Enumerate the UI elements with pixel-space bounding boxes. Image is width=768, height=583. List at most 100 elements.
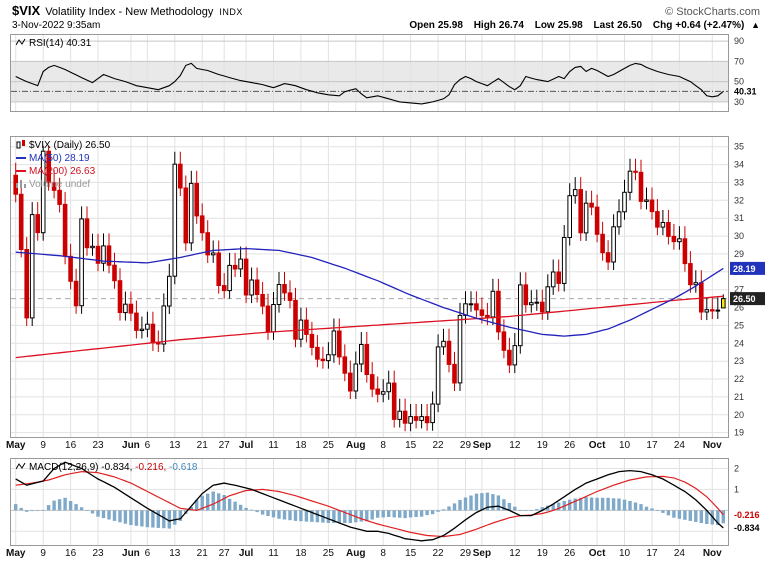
last-label: Last [593, 20, 615, 31]
macd-histogram-bar [633, 502, 638, 511]
macd-histogram-bar [540, 507, 544, 511]
candle [721, 298, 726, 309]
low-label: Low [534, 20, 555, 31]
candle [62, 203, 68, 257]
candle [605, 252, 611, 263]
x-tick-label: 19 [536, 440, 548, 451]
x-tick-label: Aug [346, 548, 366, 559]
candle [194, 182, 199, 217]
candle [51, 182, 57, 191]
candle [589, 202, 594, 208]
macd-histogram-bar [107, 510, 111, 520]
candle [512, 345, 518, 366]
candle [101, 245, 106, 264]
candle [29, 214, 35, 319]
y-axis-label: 33 [734, 178, 744, 188]
macd-histogram-bar [178, 510, 182, 521]
candle [369, 374, 375, 390]
candle [710, 309, 715, 312]
y-axis-label: 30 [734, 97, 744, 107]
candle [556, 271, 562, 284]
x-tick-label: 15 [405, 548, 417, 559]
candle [123, 303, 128, 314]
macd-x-axis: May 9 16 23 Jun 6 13 21 27 Jul 11 18 25 Aug 8 15 22 29 Sep… [6, 548, 758, 561]
candle [178, 163, 183, 189]
macd-histogram-bar [162, 510, 166, 529]
x-tick-label: 12 [509, 548, 521, 559]
x-tick-label: 29 [459, 440, 472, 451]
macd-histogram-bar [600, 497, 605, 511]
candle [594, 206, 600, 235]
x-tick-label: 27 [218, 548, 230, 559]
macd-histogram-bar [101, 510, 106, 519]
candle [188, 182, 194, 244]
macd-histogram-bar [513, 506, 517, 511]
rsi-panel: 90 70 50 30 40.31 [10, 34, 768, 112]
candle [117, 280, 123, 313]
macd-histogram-bar [74, 504, 78, 511]
macd-histogram-bar [85, 510, 89, 511]
x-tick-label: 17 [646, 548, 658, 559]
y-axis-label: 70 [734, 56, 744, 66]
candle [540, 301, 545, 313]
x-tick-label: 18 [295, 548, 307, 559]
candle [402, 410, 408, 424]
last-value: 26.50 [617, 20, 643, 31]
macd-histogram-bar [688, 510, 692, 521]
candle [638, 171, 644, 202]
ma200-legend-label: MA(200) 26.63 [29, 166, 96, 177]
candle [545, 286, 551, 313]
y-axis-label: 22 [734, 374, 744, 384]
macd-histogram-bar [568, 499, 572, 511]
x-tick-label: 9 [40, 440, 46, 451]
y-axis-label: 31 [734, 213, 744, 223]
macd-histogram-bar [365, 510, 369, 522]
candle [216, 252, 221, 286]
x-tick-label: 6 [144, 548, 151, 559]
rsi-legend: RSI(14) 40.31 [16, 37, 91, 50]
macd-histogram-bar [650, 508, 654, 511]
x-tick-label: 16 [65, 548, 77, 559]
macd-histogram-bar [644, 506, 649, 511]
x-tick-label: 15 [405, 440, 417, 451]
macd-histogram-bar [211, 491, 215, 511]
rsi-line [15, 62, 724, 105]
price-legend: $VIX (Daily) 26.50 MA(50) 28.19 MA(200) … [16, 139, 110, 191]
macd-histogram-bar [304, 510, 309, 522]
x-tick-label: 21 [196, 440, 208, 451]
candle [561, 237, 567, 284]
macd-histogram-bar [30, 510, 34, 512]
y-axis-label: 26 [734, 303, 744, 313]
x-tick-label: 23 [92, 548, 104, 559]
candle [293, 299, 298, 340]
candle [688, 263, 693, 286]
macd-histogram-bar [14, 504, 18, 511]
macd-histogram-bar [469, 495, 473, 511]
candle [490, 290, 496, 318]
macd-histogram-bar [403, 510, 407, 519]
candle [320, 358, 326, 362]
candle [474, 303, 479, 311]
candle [485, 314, 490, 318]
x-tick-label: 12 [509, 440, 521, 451]
macd-histogram-bar [41, 510, 45, 511]
x-tick-label: Sep [472, 440, 492, 451]
macd-histogram-bar [535, 509, 539, 511]
candle [364, 344, 370, 375]
candle [210, 252, 216, 256]
macd-histogram-bar [227, 498, 232, 511]
macd-histogram-bar [485, 492, 490, 511]
y-axis-label: 23 [734, 356, 744, 366]
macd-histogram-bar [419, 510, 424, 517]
macd-histogram-bar [589, 497, 594, 511]
candle [457, 314, 463, 384]
x-tick-label: 24 [673, 548, 685, 559]
macd-histogram-bar [19, 507, 23, 511]
candle [666, 222, 671, 237]
macd-histogram-bar [408, 510, 413, 518]
macd-histogram-bar [299, 510, 303, 522]
x-tick-label: 18 [295, 440, 307, 451]
y-axis-label: 25 [734, 320, 744, 330]
candle [682, 238, 688, 265]
macd-histogram-bar [370, 510, 374, 520]
